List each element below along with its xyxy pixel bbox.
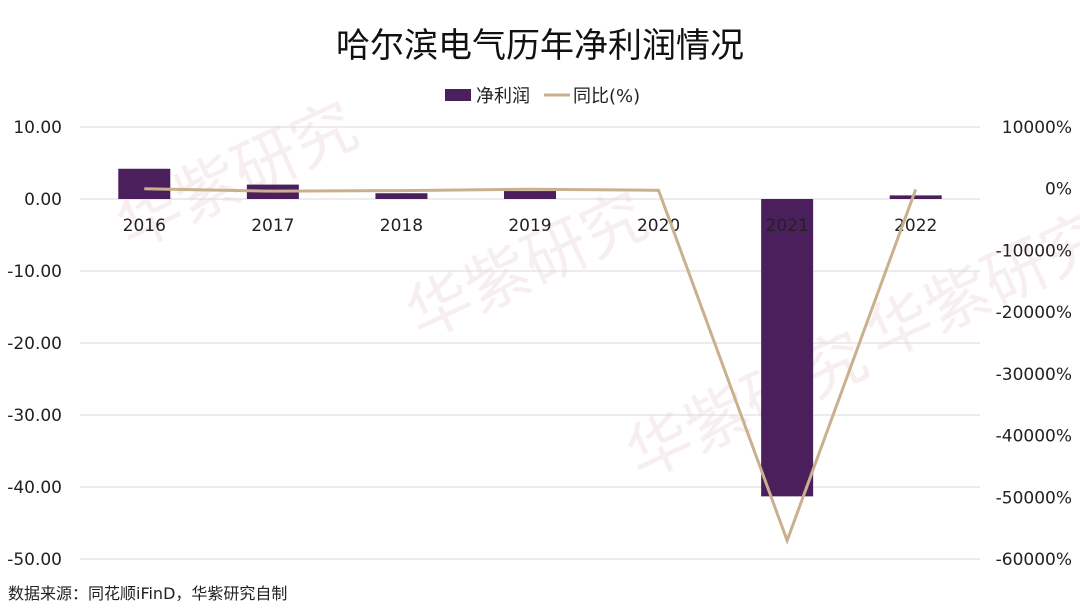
bar-2019 xyxy=(504,191,556,199)
left-tick-label: 0.00 xyxy=(24,190,62,210)
right-tick-label: -50000% xyxy=(996,488,1072,508)
legend-label-yoy: 同比(%) xyxy=(573,86,640,107)
right-tick-label: 10000% xyxy=(1002,118,1072,138)
category-labels: 2016 2017 2018 2019 2020 2021 2022 xyxy=(123,216,938,236)
right-tick-label: 0% xyxy=(1045,180,1072,200)
right-tick-label: -40000% xyxy=(996,427,1072,447)
left-tick-label: 10.00 xyxy=(13,118,62,138)
watermark-text: 华紫研究 xyxy=(855,199,1080,374)
left-tick-label: -30.00 xyxy=(7,406,62,426)
right-tick-label: -10000% xyxy=(996,241,1072,261)
category-label-2018: 2018 xyxy=(380,216,423,236)
legend-swatch-net-profit xyxy=(445,89,471,101)
bar-2018 xyxy=(375,193,428,199)
gridlines xyxy=(80,126,980,560)
left-tick-label: -40.00 xyxy=(7,478,62,498)
category-label-2021: 2021 xyxy=(766,216,809,236)
right-tick-label: -20000% xyxy=(996,303,1072,323)
right-tick-label: -30000% xyxy=(996,365,1072,385)
watermark-text: 华紫研究 xyxy=(615,319,878,494)
category-label-2016: 2016 xyxy=(123,216,166,236)
left-tick-label: -10.00 xyxy=(7,262,62,282)
line-series-yoy xyxy=(144,187,918,545)
bar-2016 xyxy=(118,168,171,199)
left-tick-label: -20.00 xyxy=(7,334,62,354)
left-axis-ticks: 10.00 0.00 -10.00 -20.00 -30.00 -40.00 -50.00 xyxy=(7,118,62,570)
right-axis-ticks: 10000% 0% -10000% -20000% -30000% -40000% -500… xyxy=(996,118,1072,570)
watermark-text: 华紫研究 xyxy=(395,179,658,354)
category-label-2019: 2019 xyxy=(508,216,551,236)
chart-title: 哈尔滨电气历年净利润情况 xyxy=(336,26,744,66)
bar-2022 xyxy=(889,195,942,199)
bar-2021 xyxy=(761,199,814,497)
category-label-2017: 2017 xyxy=(251,216,294,236)
legend: 净利润 同比(%) xyxy=(445,86,640,107)
left-tick-label: -50.00 xyxy=(7,550,62,570)
source-note: 数据来源：同花顺iFinD，华紫研究自制 xyxy=(8,584,288,603)
bar-series xyxy=(118,168,942,497)
legend-label-net-profit: 净利润 xyxy=(476,86,530,107)
right-tick-label: -60000% xyxy=(996,550,1072,570)
